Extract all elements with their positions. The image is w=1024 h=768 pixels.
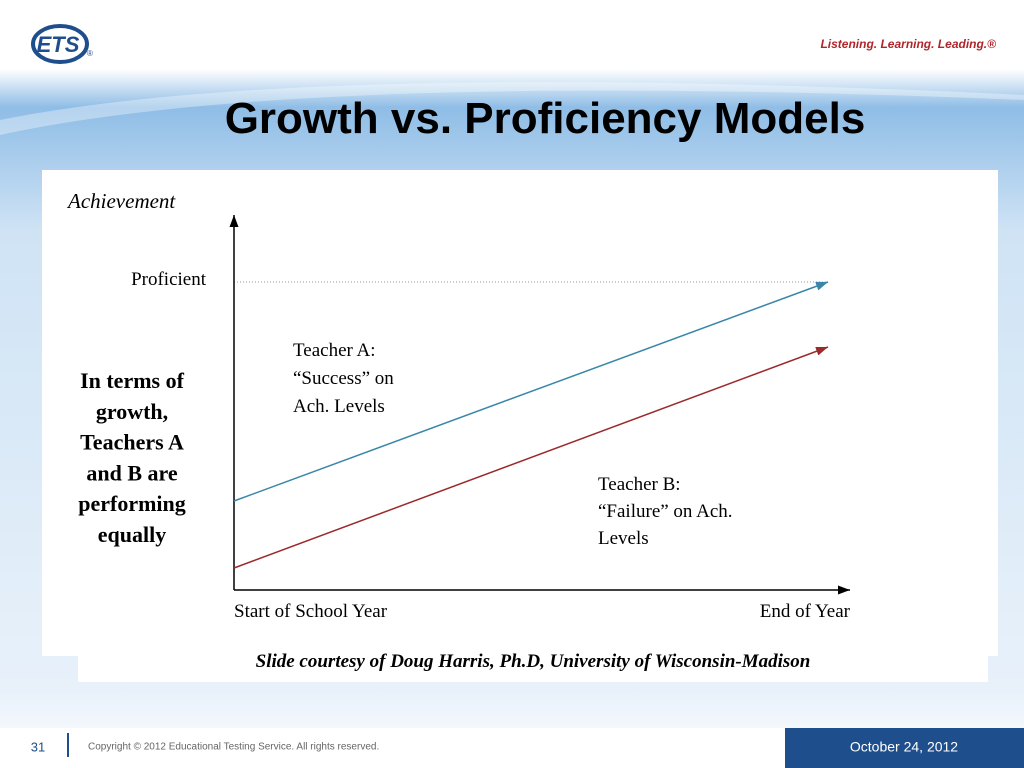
x-start-label: Start of School Year [234,601,388,622]
logo-mark: ® [87,49,93,58]
side-note: and B are [86,460,178,485]
teacher-a-line [233,281,829,502]
teacher-a-label-group: Teacher A: “Success” on Ach. Levels [293,340,394,417]
date-box [785,728,1024,768]
logo: ETS [37,32,80,57]
side-note: Teachers A [80,430,184,455]
y-axis-label: Achievement [66,189,176,213]
side-note: equally [98,522,166,547]
x-end-label: End of Year [760,601,851,622]
teacher-b-label-group: Teacher B: “Failure” on Ach. Levels [598,474,733,549]
tagline: Listening. Learning. Leading.® [820,37,996,51]
teacher-a-label: Teacher A: [293,340,376,361]
side-note: performing [78,491,186,516]
credit-panel [78,650,988,682]
content-panel [42,170,998,656]
proficient-label: Proficient [131,269,207,290]
side-note: In terms of [80,368,185,393]
side-note: growth, [96,399,168,424]
teacher-b-label: Levels [598,528,649,549]
page-number: 31 [31,739,45,754]
logo-ring [31,24,89,64]
credit: Slide courtesy of Doug Harris, Ph.D, Uni… [256,651,811,672]
teacher-a-label: “Success” on [293,368,394,389]
side-note-group: In terms of growth, Teachers A and B are per… [78,368,186,547]
slide-title: Growth vs. Proficiency Models [225,94,866,143]
teacher-a-label: Ach. Levels [293,396,385,417]
copyright: Copyright © 2012 Educational Testing Ser… [88,742,379,753]
teacher-b-label: Teacher B: [598,474,681,495]
date: October 24, 2012 [850,739,958,755]
swoosh [0,82,1024,135]
teacher-b-line [233,346,829,569]
teacher-b-label: “Failure” on Ach. [598,501,733,522]
